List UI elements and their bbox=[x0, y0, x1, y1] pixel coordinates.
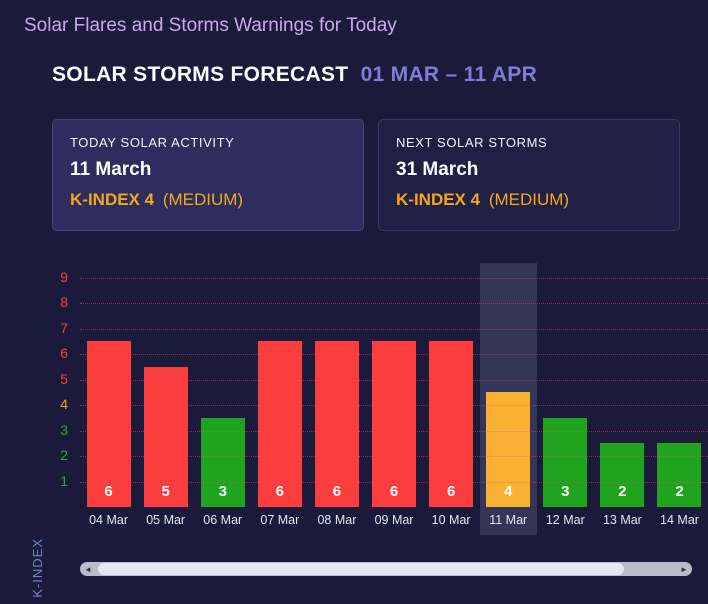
gridline bbox=[80, 456, 708, 458]
bar-value-label: 3 bbox=[218, 483, 227, 500]
bar-10-mar[interactable]: 6 bbox=[429, 341, 474, 507]
gridline bbox=[80, 277, 708, 279]
y-tick-label: 1 bbox=[60, 472, 68, 489]
scrollbar-thumb[interactable] bbox=[98, 563, 624, 575]
y-tick-label: 9 bbox=[60, 268, 68, 285]
today-kindex-value: K-INDEX 4 bbox=[70, 190, 155, 209]
x-tick-label: 11 Mar bbox=[489, 513, 528, 527]
scrollbar-left-arrow-icon[interactable]: ◄ bbox=[84, 564, 92, 574]
y-tick-label: 7 bbox=[60, 319, 68, 336]
x-axis-labels: 04 Mar 05 Mar 06 Mar 07 Mar 08 Mar 09 Mar 10 M… bbox=[80, 507, 708, 533]
bar-value-label: 2 bbox=[618, 483, 627, 500]
bar-value-label: 6 bbox=[332, 483, 342, 500]
gridline bbox=[80, 379, 708, 381]
y-tick-label: 3 bbox=[60, 421, 68, 438]
scrollbar-right-arrow-icon[interactable]: ► bbox=[680, 564, 688, 574]
bar-09-mar[interactable]: 6 bbox=[372, 341, 417, 507]
bar-slot: 3 bbox=[194, 265, 251, 507]
bar-14-mar[interactable]: 2 bbox=[657, 443, 702, 507]
chart-scrollbar[interactable]: ◄ ► bbox=[80, 562, 692, 576]
x-tick-label: 06 Mar bbox=[203, 513, 243, 527]
y-tick-label: 8 bbox=[60, 294, 68, 311]
forecast-date-range: 01 MAR – 11 APR bbox=[360, 63, 538, 86]
bar-04-mar[interactable]: 6 bbox=[86, 341, 131, 507]
bar-11-mar[interactable]: 4 bbox=[486, 392, 531, 507]
bar-slot: 2 bbox=[651, 265, 708, 507]
chart-plot: 6 5 3 6 6 6 6 4 3 2 2 1 2 3 4 5 6 7 8 9 bbox=[0, 265, 708, 507]
gridline bbox=[80, 405, 708, 407]
bar-05-mar[interactable]: 5 bbox=[143, 366, 188, 507]
gridline bbox=[80, 430, 708, 432]
bar-slot: 6 bbox=[80, 265, 137, 507]
bar-value-label: 2 bbox=[675, 483, 684, 500]
kindex-chart: 6 5 3 6 6 6 6 4 3 2 2 1 2 3 4 5 6 7 8 9 04 Mar 05 Mar 06 Mar… bbox=[0, 263, 708, 535]
x-tick-label: 07 Mar bbox=[260, 513, 300, 527]
y-axis-title: K-INDEX bbox=[30, 538, 45, 598]
next-kindex-severity: (MEDIUM) bbox=[488, 190, 570, 209]
bar-slot: 6 bbox=[251, 265, 308, 507]
bar-value-label: 4 bbox=[504, 483, 513, 500]
x-tick-label: 13 Mar bbox=[602, 513, 642, 527]
gridline bbox=[80, 481, 708, 483]
x-tick-label: 12 Mar bbox=[545, 513, 585, 527]
bar-value-label: 6 bbox=[104, 483, 113, 500]
gridline bbox=[80, 328, 708, 330]
x-tick-label: 10 Mar bbox=[431, 513, 471, 527]
x-tick-label: 09 Mar bbox=[374, 513, 414, 527]
y-tick-label: 2 bbox=[60, 447, 68, 464]
next-card-date: 31 March bbox=[396, 159, 479, 180]
next-card-label: NEXT SOLAR STORMS bbox=[396, 135, 548, 150]
today-card-date: 11 March bbox=[70, 159, 152, 180]
forecast-title: SOLAR STORMS FORECAST bbox=[52, 63, 349, 86]
bar-slot: 6 bbox=[423, 265, 480, 507]
bar-slot: 2 bbox=[594, 265, 651, 507]
bar-08-mar[interactable]: 6 bbox=[314, 341, 359, 507]
y-tick-label: 4 bbox=[60, 396, 68, 413]
bar-value-label: 3 bbox=[561, 483, 570, 500]
today-card-label: TODAY SOLAR ACTIVITY bbox=[70, 135, 235, 150]
y-tick-label: 5 bbox=[60, 370, 68, 387]
x-tick-label: 08 Mar bbox=[317, 513, 357, 527]
bar-07-mar[interactable]: 6 bbox=[257, 341, 302, 507]
gridline bbox=[80, 354, 708, 356]
next-storms-card[interactable]: NEXT SOLAR STORMS 31 March K-INDEX 4 (ME… bbox=[378, 119, 680, 231]
bar-slot: 4 bbox=[480, 265, 537, 507]
bar-slot: 5 bbox=[137, 265, 194, 507]
x-tick-label: 05 Mar bbox=[146, 513, 186, 527]
x-tick-label: 14 Mar bbox=[660, 513, 699, 527]
scrollbar-track[interactable] bbox=[96, 562, 676, 576]
today-activity-card[interactable]: TODAY SOLAR ACTIVITY 11 March K-INDEX 4 … bbox=[52, 119, 364, 231]
bar-value-label: 6 bbox=[446, 483, 456, 500]
bar-value-label: 6 bbox=[389, 483, 399, 500]
bar-value-label: 5 bbox=[161, 483, 170, 500]
bar-06-mar[interactable]: 3 bbox=[200, 417, 245, 507]
today-card-kindex: K-INDEX 4 (MEDIUM) bbox=[70, 190, 346, 210]
bar-slot: 3 bbox=[537, 265, 594, 507]
page-title: Solar Flares and Storms Warnings for Tod… bbox=[24, 15, 397, 36]
y-tick-label: 6 bbox=[60, 345, 68, 362]
next-kindex-value: K-INDEX 4 bbox=[396, 190, 481, 209]
x-tick-label: 04 Mar bbox=[89, 513, 128, 527]
bar-13-mar[interactable]: 2 bbox=[600, 443, 645, 507]
bar-12-mar[interactable]: 3 bbox=[543, 417, 588, 507]
forecast-header: SOLAR STORMS FORECAST 01 MAR – 11 APR bbox=[52, 63, 708, 87]
bar-value-label: 6 bbox=[275, 483, 284, 500]
bar-slot: 6 bbox=[308, 265, 365, 507]
today-kindex-severity: (MEDIUM) bbox=[162, 190, 244, 209]
bars-row: 6 5 3 6 6 6 6 4 3 2 2 bbox=[80, 265, 708, 507]
bar-slot: 6 bbox=[365, 265, 422, 507]
gridline bbox=[80, 303, 708, 305]
summary-cards: TODAY SOLAR ACTIVITY 11 March K-INDEX 4 … bbox=[52, 119, 708, 231]
next-card-kindex: K-INDEX 4 (MEDIUM) bbox=[396, 190, 662, 210]
